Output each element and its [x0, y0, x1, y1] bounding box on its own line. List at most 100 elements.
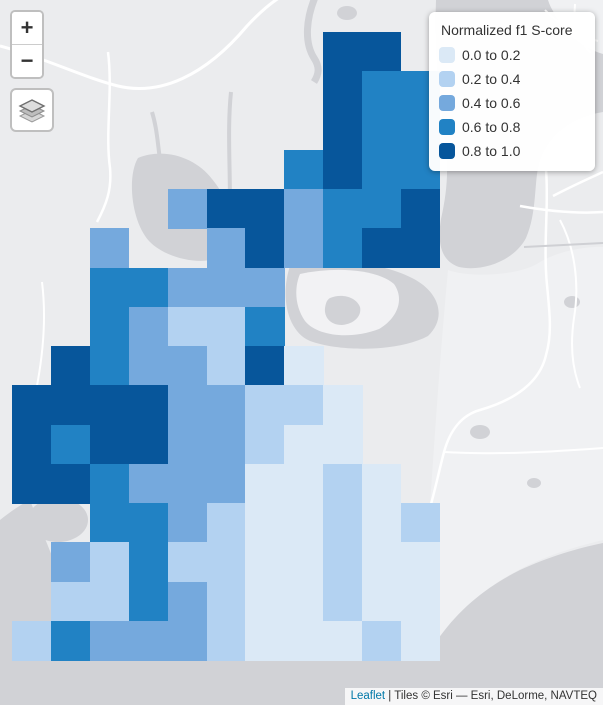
zoom-out-button[interactable]: −	[12, 44, 42, 77]
grid-cell[interactable]	[323, 71, 363, 111]
grid-cell[interactable]	[167, 620, 207, 661]
grid-cell[interactable]	[167, 503, 207, 543]
grid-cell[interactable]	[128, 581, 169, 622]
grid-cell[interactable]	[167, 189, 207, 229]
grid-cell[interactable]	[362, 228, 402, 268]
grid-cell[interactable]	[284, 149, 324, 190]
grid-cell[interactable]	[167, 542, 207, 582]
grid-cell[interactable]	[284, 385, 324, 425]
grid-cell[interactable]	[50, 542, 91, 582]
grid-cell[interactable]	[50, 581, 91, 622]
grid-cell[interactable]	[206, 306, 246, 347]
grid-cell[interactable]	[362, 503, 402, 543]
grid-cell[interactable]	[401, 228, 441, 268]
grid-cell[interactable]	[362, 581, 402, 622]
grid-cell[interactable]	[128, 267, 169, 308]
grid-cell[interactable]	[89, 228, 130, 268]
grid-cell[interactable]	[50, 346, 91, 386]
grid-cell[interactable]	[167, 424, 207, 465]
grid-cell[interactable]	[401, 503, 441, 543]
grid-cell[interactable]	[284, 189, 324, 229]
grid-cell[interactable]	[206, 620, 246, 661]
grid-cell[interactable]	[89, 542, 130, 582]
grid-cell[interactable]	[362, 32, 402, 72]
grid-cell[interactable]	[323, 503, 363, 543]
grid-cell[interactable]	[362, 542, 402, 582]
grid-cell[interactable]	[206, 581, 246, 622]
grid-cell[interactable]	[167, 581, 207, 622]
grid-cell[interactable]	[245, 542, 285, 582]
grid-cell[interactable]	[401, 542, 441, 582]
grid-cell[interactable]	[245, 463, 285, 504]
grid-cell[interactable]	[206, 267, 246, 308]
grid-cell[interactable]	[284, 503, 324, 543]
grid-cell[interactable]	[245, 620, 285, 661]
grid-cell[interactable]	[245, 306, 285, 347]
grid-cell[interactable]	[89, 385, 130, 425]
grid-cell[interactable]	[50, 385, 91, 425]
grid-cell[interactable]	[128, 385, 169, 425]
grid-cell[interactable]	[284, 424, 324, 465]
grid-cell[interactable]	[245, 267, 285, 308]
grid-cell[interactable]	[128, 346, 169, 386]
grid-cell[interactable]	[323, 32, 363, 72]
grid-cell[interactable]	[323, 189, 363, 229]
grid-cell[interactable]	[362, 620, 402, 661]
grid-cell[interactable]	[206, 346, 246, 386]
grid-cell[interactable]	[401, 581, 441, 622]
grid-cell[interactable]	[206, 503, 246, 543]
grid-cell[interactable]	[12, 620, 52, 661]
grid-cell[interactable]	[206, 189, 246, 229]
grid-cell[interactable]	[323, 542, 363, 582]
grid-cell[interactable]	[362, 110, 402, 151]
grid-cell[interactable]	[362, 149, 402, 190]
grid-cell[interactable]	[167, 306, 207, 347]
grid-cell[interactable]	[206, 542, 246, 582]
grid-cell[interactable]	[245, 228, 285, 268]
grid-cell[interactable]	[128, 463, 169, 504]
grid-cell[interactable]	[167, 463, 207, 504]
grid-cell[interactable]	[362, 463, 402, 504]
grid-cell[interactable]	[323, 385, 363, 425]
grid-cell[interactable]	[323, 149, 363, 190]
grid-cell[interactable]	[206, 424, 246, 465]
grid-cell[interactable]	[50, 463, 91, 504]
grid-cell[interactable]	[245, 424, 285, 465]
grid-cell[interactable]	[128, 620, 169, 661]
grid-cell[interactable]	[245, 581, 285, 622]
grid-cell[interactable]	[323, 581, 363, 622]
grid-cell[interactable]	[284, 346, 324, 386]
grid-cell[interactable]	[323, 228, 363, 268]
grid-cell[interactable]	[167, 385, 207, 425]
grid-cell[interactable]	[50, 424, 91, 465]
leaflet-attribution-link[interactable]: Leaflet	[350, 690, 386, 702]
grid-cell[interactable]	[284, 581, 324, 622]
grid-cell[interactable]	[401, 189, 441, 229]
grid-cell[interactable]	[50, 620, 91, 661]
layers-control-button[interactable]	[10, 88, 54, 132]
grid-cell[interactable]	[12, 463, 52, 504]
grid-cell[interactable]	[89, 503, 130, 543]
grid-cell[interactable]	[245, 189, 285, 229]
grid-cell[interactable]	[89, 620, 130, 661]
grid-cell[interactable]	[89, 267, 130, 308]
grid-cell[interactable]	[401, 620, 441, 661]
grid-cell[interactable]	[89, 346, 130, 386]
grid-cell[interactable]	[284, 228, 324, 268]
grid-cell[interactable]	[12, 385, 52, 425]
grid-cell[interactable]	[167, 346, 207, 386]
grid-cell[interactable]	[128, 503, 169, 543]
grid-cell[interactable]	[323, 424, 363, 465]
grid-cell[interactable]	[362, 189, 402, 229]
grid-cell[interactable]	[128, 306, 169, 347]
grid-cell[interactable]	[245, 346, 285, 386]
grid-cell[interactable]	[245, 503, 285, 543]
grid-cell[interactable]	[284, 542, 324, 582]
grid-cell[interactable]	[206, 385, 246, 425]
grid-cell[interactable]	[12, 424, 52, 465]
grid-cell[interactable]	[284, 620, 324, 661]
grid-cell[interactable]	[128, 542, 169, 582]
grid-cell[interactable]	[245, 385, 285, 425]
grid-cell[interactable]	[323, 620, 363, 661]
